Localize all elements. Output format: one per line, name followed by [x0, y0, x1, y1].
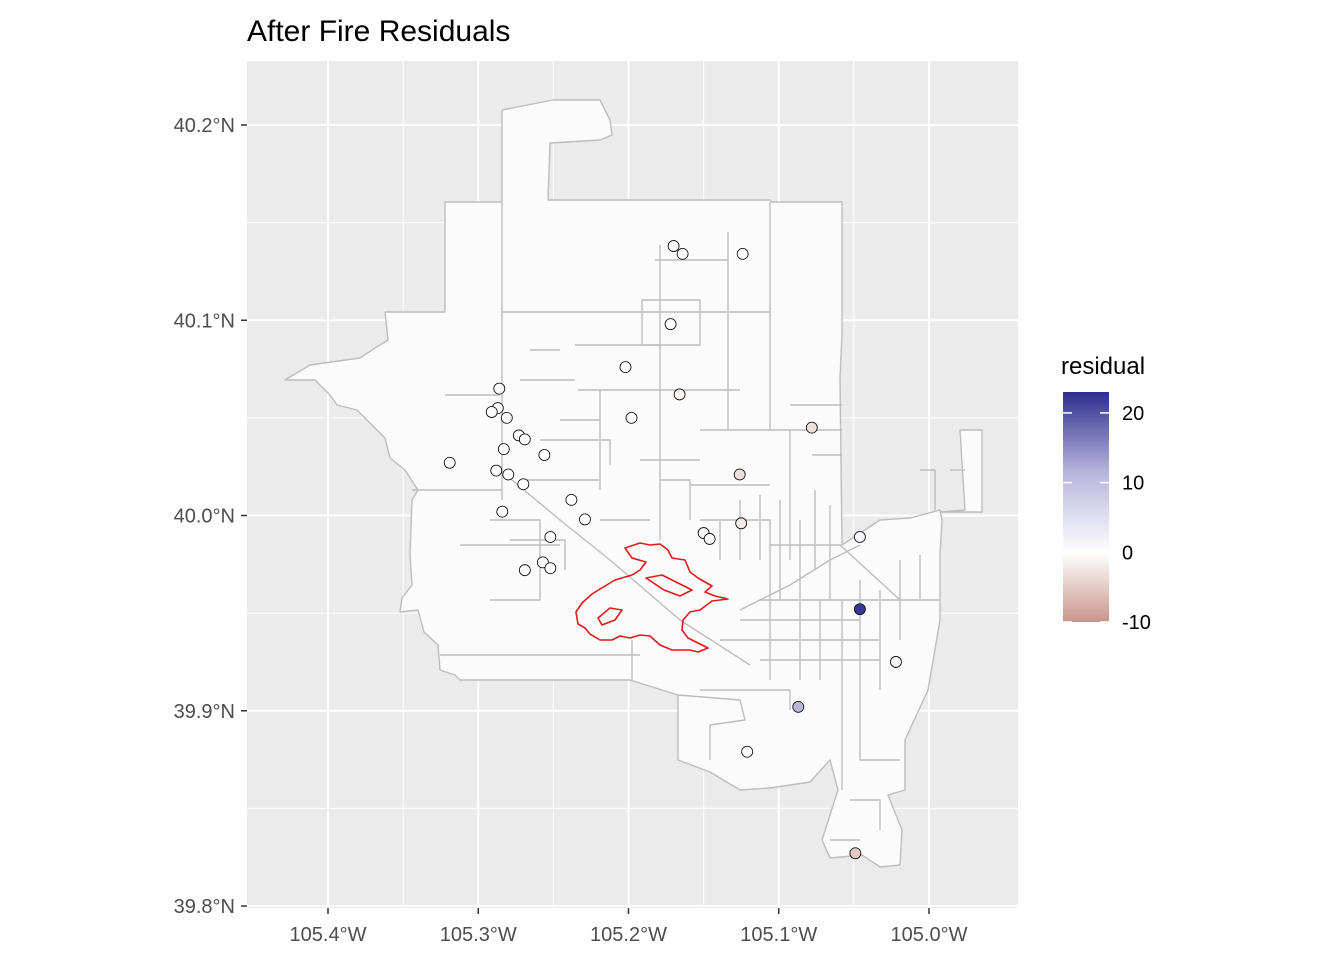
- residual-point: [853, 603, 866, 616]
- residual-point: [625, 411, 638, 424]
- residual-point: [496, 505, 509, 518]
- legend-ticks: 20 10 0 -10: [1063, 403, 1151, 634]
- residual-point: [664, 318, 677, 331]
- x-tick-label: 105.3°W: [440, 924, 517, 946]
- x-tick-label: 105.2°W: [590, 924, 667, 946]
- residual-point: [619, 361, 632, 374]
- residual-point: [538, 449, 551, 461]
- county-boundary: [284, 99, 943, 868]
- residual-point: [741, 745, 754, 758]
- fire-perimeter: [575, 542, 729, 653]
- chart-title: After Fire Residuals: [247, 15, 510, 48]
- residual-point: [805, 421, 818, 434]
- residual-point: [735, 517, 748, 530]
- region-boundaries: [284, 99, 983, 868]
- residual-point: [853, 531, 866, 543]
- residual-point: [518, 564, 531, 577]
- residual-point: [733, 468, 746, 481]
- residual-point: [544, 562, 557, 575]
- residual-point: [579, 513, 591, 526]
- residual-point: [703, 533, 716, 545]
- residual-point: [544, 531, 557, 543]
- legend-tick-label: 20: [1122, 403, 1144, 425]
- legend-title: residual: [1061, 353, 1145, 380]
- x-tick-label: 105.1°W: [740, 924, 817, 946]
- data-points: [443, 240, 902, 860]
- y-tick-label: 40.2°N: [174, 115, 235, 137]
- eastern-spur: [939, 429, 983, 513]
- residual-point: [565, 493, 578, 506]
- residual-point: [517, 478, 530, 491]
- residual-point: [736, 247, 749, 260]
- residual-point: [497, 443, 510, 456]
- residual-point: [490, 464, 503, 477]
- residual-point: [493, 382, 506, 395]
- x-tick-label: 105.4°W: [290, 924, 367, 946]
- residual-point: [500, 411, 513, 424]
- residual-point: [485, 406, 498, 418]
- residual-point: [667, 240, 680, 252]
- legend-tick-label: -10: [1122, 612, 1151, 634]
- legend-tick-label: 0: [1122, 542, 1133, 564]
- inner-boundaries: [412, 202, 965, 841]
- residual-point: [792, 700, 805, 713]
- highway-lines: [499, 469, 901, 666]
- y-tick-label: 40.0°N: [174, 506, 235, 528]
- y-tick-label: 40.1°N: [174, 310, 235, 332]
- residual-point: [849, 847, 862, 860]
- residual-point: [443, 456, 456, 469]
- residual-point: [890, 656, 902, 668]
- legend-colorbar: [1063, 392, 1109, 622]
- residual-point: [673, 388, 686, 401]
- residual-point: [518, 433, 531, 446]
- legend: residual 20 10 0 -10: [1061, 353, 1151, 634]
- x-tick-label: 105.0°W: [891, 924, 968, 946]
- residual-point: [502, 468, 515, 481]
- y-tick-label: 39.8°N: [174, 896, 235, 918]
- residual-point: [676, 247, 689, 260]
- legend-tick-label: 10: [1122, 473, 1144, 495]
- y-tick-label: 39.9°N: [174, 701, 235, 723]
